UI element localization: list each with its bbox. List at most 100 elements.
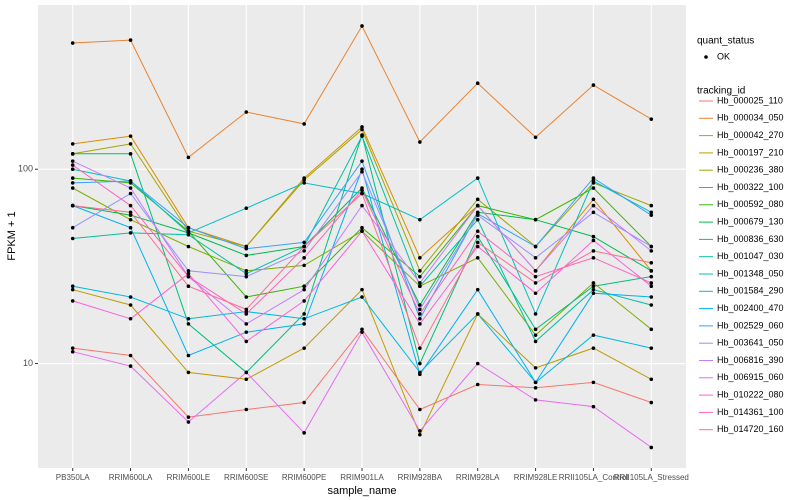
data-point — [128, 210, 133, 215]
data-point — [302, 240, 306, 245]
data-point — [128, 179, 133, 183]
data-point — [591, 256, 596, 260]
data-point — [360, 188, 364, 192]
data-point — [649, 377, 654, 382]
legend-label: Hb_000322_100 — [717, 182, 784, 192]
data-point — [591, 203, 596, 208]
data-point — [70, 186, 75, 190]
legend-label: Hb_002400_470 — [717, 303, 784, 313]
data-point — [244, 206, 249, 211]
data-point — [186, 225, 191, 230]
data-point — [475, 197, 480, 202]
data-point — [302, 244, 306, 249]
data-point — [302, 287, 306, 292]
data-point — [533, 244, 538, 249]
data-point — [418, 217, 422, 222]
x-axis-title: sample_name — [327, 485, 396, 497]
data-point — [244, 295, 249, 299]
data-point — [360, 229, 364, 233]
data-point — [475, 244, 480, 249]
data-point — [533, 274, 538, 279]
data-point — [128, 203, 133, 208]
data-point — [70, 159, 75, 163]
y-tick-label: 10 — [23, 358, 33, 368]
data-point — [302, 322, 306, 326]
data-point — [418, 361, 422, 366]
data-point — [475, 361, 480, 366]
data-point — [533, 327, 538, 332]
data-point — [70, 287, 75, 292]
data-point — [244, 274, 249, 279]
y-axis-title: FPKM + 1 — [6, 211, 18, 260]
data-point — [70, 167, 75, 172]
y-tick-label: 100 — [18, 164, 33, 174]
x-tick-label: RRIM600LE — [167, 473, 211, 482]
x-tick-label: RRIM928LA — [456, 473, 500, 482]
data-point — [186, 274, 191, 279]
data-point — [302, 284, 306, 289]
data-point — [649, 117, 654, 121]
data-point — [418, 307, 422, 312]
data-point — [302, 256, 306, 260]
data-point — [70, 41, 75, 45]
data-point — [591, 404, 596, 409]
legend-label: Hb_014361_100 — [717, 407, 784, 417]
data-point — [360, 159, 364, 163]
data-point — [533, 366, 538, 370]
data-point — [649, 346, 654, 350]
data-point — [591, 83, 596, 87]
data-point — [649, 327, 654, 332]
data-point — [418, 372, 422, 377]
data-point — [649, 281, 654, 285]
data-point — [70, 176, 75, 180]
data-point — [186, 284, 191, 289]
data-point — [186, 353, 191, 358]
data-point — [70, 284, 75, 289]
data-point — [649, 260, 654, 265]
data-point — [244, 110, 249, 114]
data-point — [533, 217, 538, 222]
data-point — [591, 238, 596, 243]
data-point — [649, 400, 654, 405]
data-point — [186, 244, 191, 249]
legend-title: quant_status — [697, 36, 754, 47]
data-point — [70, 346, 75, 350]
data-point — [360, 295, 364, 299]
legend-label: Hb_001584_290 — [717, 286, 784, 296]
data-point — [360, 203, 364, 208]
data-point — [533, 256, 538, 260]
data-point — [360, 24, 364, 28]
data-point — [128, 231, 133, 235]
data-point — [649, 203, 654, 208]
data-point — [591, 281, 596, 285]
data-point — [533, 398, 538, 402]
x-tick-label: RRIM901LA — [340, 473, 384, 482]
x-tick-label: PB350LA — [56, 473, 90, 482]
data-point — [302, 178, 306, 182]
legend-label: Hb_000034_050 — [717, 113, 784, 123]
data-point — [244, 271, 249, 276]
x-tick-label: RRIM600LA — [109, 473, 153, 482]
data-point — [533, 281, 538, 285]
data-point — [244, 370, 249, 375]
legend-label: Hb_000679_130 — [717, 216, 784, 226]
data-point — [475, 240, 480, 245]
legend-label: Hb_010222_080 — [717, 389, 784, 399]
data-point — [360, 134, 364, 138]
data-point — [244, 253, 249, 258]
data-point — [649, 295, 654, 299]
data-point — [302, 312, 306, 316]
data-point — [475, 81, 480, 86]
data-point — [649, 274, 654, 279]
data-point — [533, 339, 538, 344]
data-point — [418, 256, 422, 260]
data-point — [244, 312, 249, 316]
data-point — [418, 429, 422, 433]
data-point — [244, 339, 249, 344]
data-point — [70, 152, 75, 156]
data-point — [533, 333, 538, 337]
x-tick-label: RRIM600SE — [224, 473, 268, 482]
data-point — [418, 303, 422, 307]
data-point — [244, 269, 249, 273]
